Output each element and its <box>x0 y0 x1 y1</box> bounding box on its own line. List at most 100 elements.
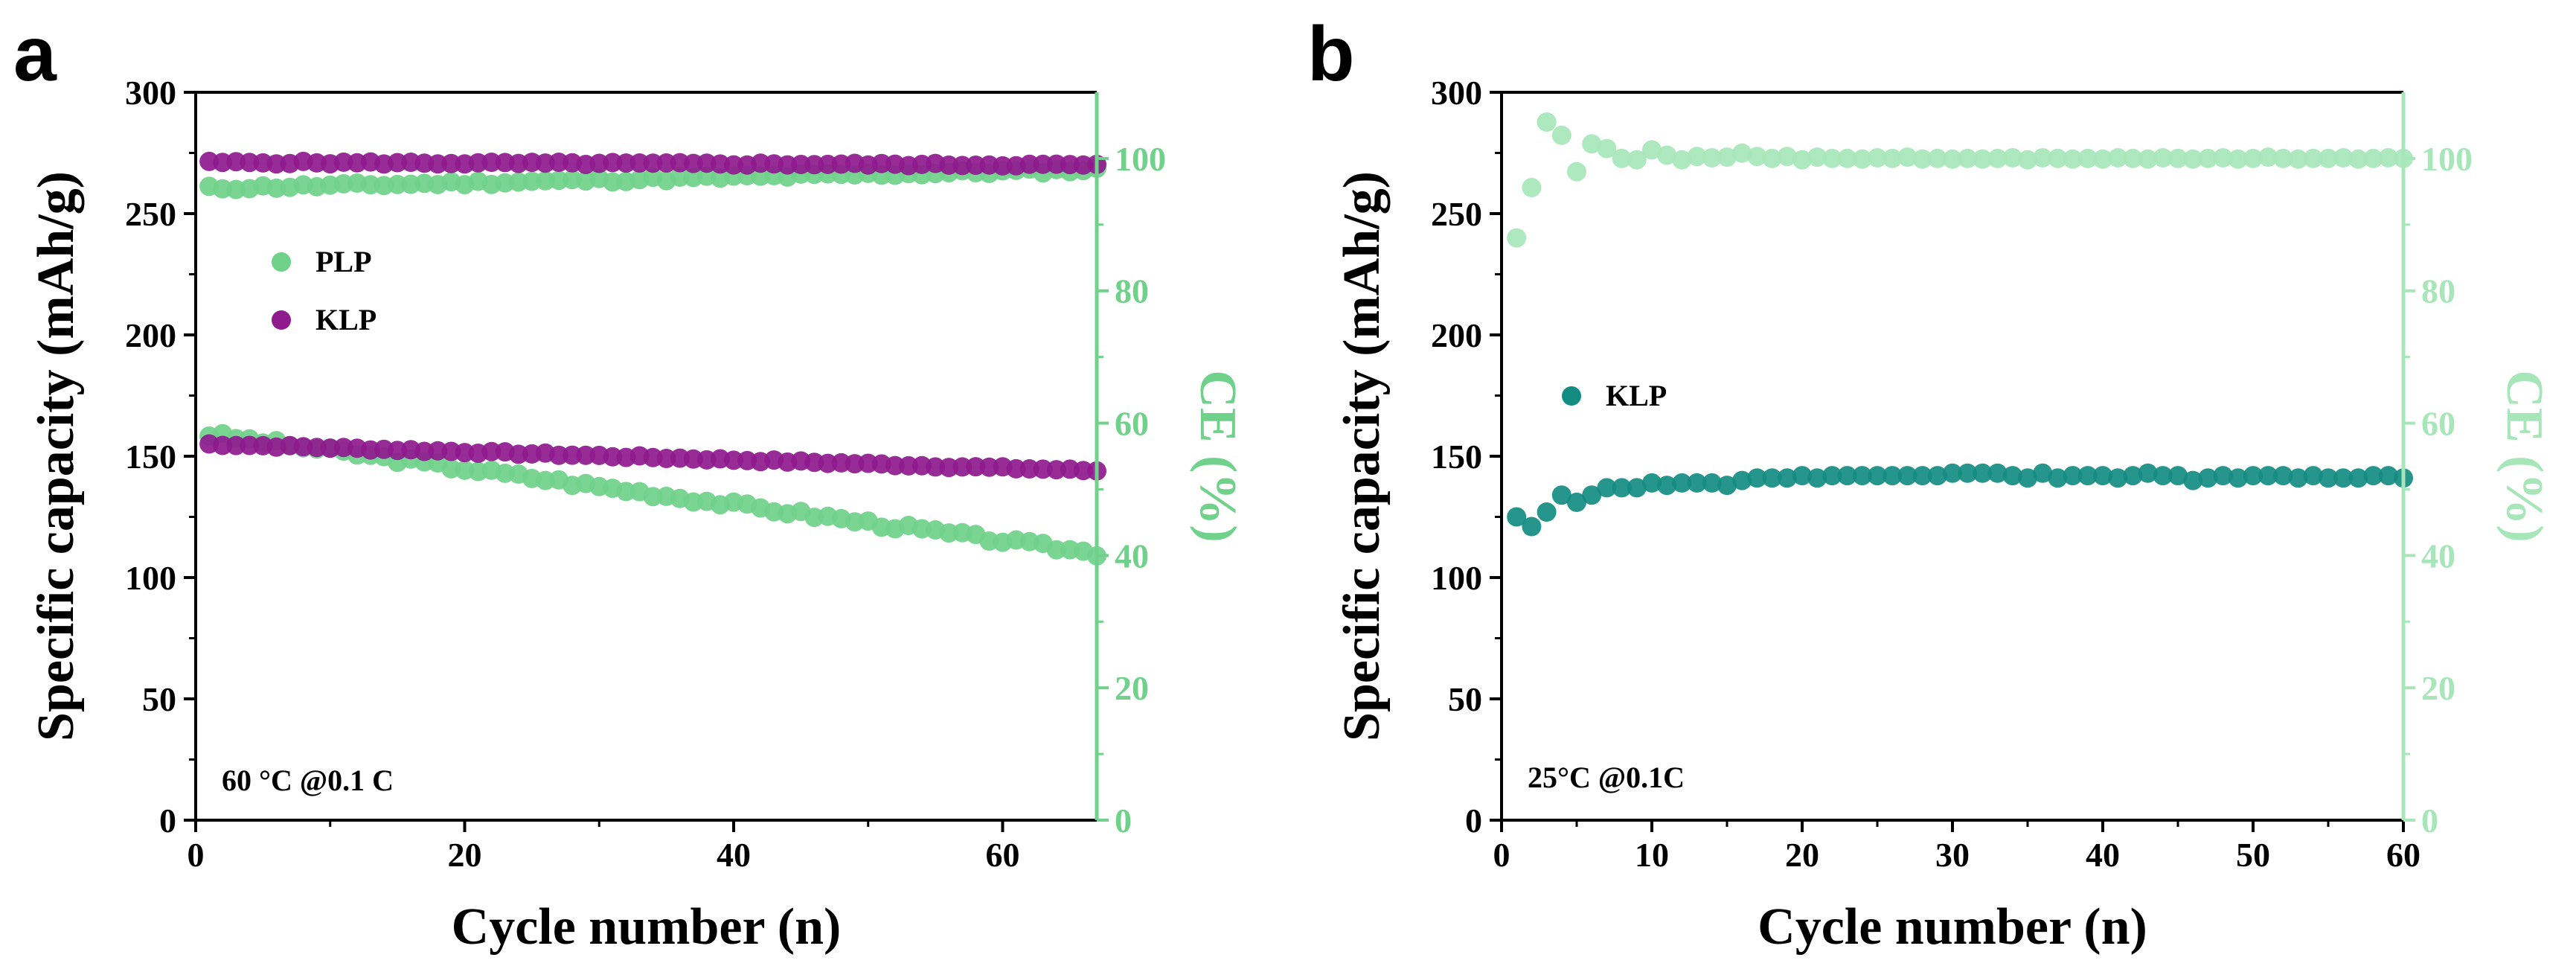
data-point <box>818 154 838 174</box>
data-point <box>2063 466 2083 486</box>
data-point <box>952 457 973 477</box>
data-point <box>2108 148 2128 167</box>
data-point <box>1883 148 1903 168</box>
data-point <box>2228 149 2248 169</box>
data-point <box>2168 466 2188 486</box>
data-point <box>1567 492 1586 512</box>
data-point <box>1792 466 1812 486</box>
x-tick-label: 30 <box>1935 836 1970 874</box>
data-point <box>1792 150 1812 170</box>
data-point <box>1897 147 1917 167</box>
data-point <box>2333 148 2354 167</box>
data-points <box>1507 112 2413 537</box>
data-point <box>1987 463 2008 483</box>
data-point <box>1537 502 1557 522</box>
data-point <box>616 482 636 502</box>
data-point <box>2348 149 2368 169</box>
y-tick-label: 300 <box>125 74 176 112</box>
legend: KLP <box>1562 379 1667 412</box>
data-point <box>885 455 905 476</box>
data-point <box>1717 476 1737 496</box>
data-point <box>1762 148 1782 168</box>
data-point <box>1747 468 1767 488</box>
data-point <box>2153 148 2173 167</box>
data-point <box>1987 148 2008 168</box>
y-tick-label: 50 <box>142 680 176 718</box>
data-point <box>2303 148 2323 168</box>
data-point <box>576 445 596 465</box>
data-point <box>1807 147 1827 167</box>
data-point <box>643 487 663 507</box>
data-point <box>2063 149 2083 169</box>
data-point <box>1019 459 1039 479</box>
series-klp-ce <box>199 151 1106 176</box>
data-point <box>2348 468 2368 488</box>
data-point <box>2138 149 2158 169</box>
data-point <box>2002 466 2022 486</box>
x-tick-label: 60 <box>2386 836 2420 874</box>
data-point <box>1033 154 1053 174</box>
data-point <box>616 153 636 173</box>
data-point <box>1762 468 1782 488</box>
data-point <box>993 156 1013 176</box>
x-tick-label: 20 <box>1785 836 1819 874</box>
data-point <box>1927 466 1947 486</box>
data-point <box>1868 466 1887 486</box>
data-point <box>1852 149 1872 169</box>
legend-label: KLP <box>315 303 377 336</box>
data-point <box>2093 466 2112 486</box>
data-point <box>2183 470 2203 490</box>
data-point <box>1822 466 1842 486</box>
y2-tick-label: 60 <box>1115 405 1149 443</box>
data-point <box>428 154 448 174</box>
data-point <box>1912 466 1932 486</box>
data-point <box>2183 149 2203 169</box>
y-tick-label: 0 <box>159 802 176 840</box>
data-point <box>2258 466 2278 486</box>
data-point <box>1582 134 1602 154</box>
data-point <box>1006 458 1026 479</box>
y2-tick-label: 60 <box>2421 405 2455 443</box>
y2-tick-label: 0 <box>1115 802 1132 840</box>
x-tick-label: 50 <box>2236 836 2270 874</box>
data-point <box>2333 468 2354 488</box>
x-tick-label: 60 <box>985 836 1019 874</box>
data-point <box>1958 463 1978 483</box>
y-tick-label: 250 <box>125 195 176 233</box>
y2-axis-title: CE (%) <box>1189 370 1246 542</box>
y-tick-label: 50 <box>1448 680 1482 718</box>
series-klp-capacity <box>199 434 1106 481</box>
data-point <box>2303 466 2323 486</box>
data-point <box>2033 148 2053 167</box>
data-point <box>1868 148 1887 167</box>
data-point <box>2319 148 2338 168</box>
y-axis-title: Specific capacity (mAh/g) <box>1333 171 1391 741</box>
data-point <box>939 523 959 543</box>
data-point <box>2243 148 2263 168</box>
data-point <box>2363 148 2383 168</box>
data-point <box>979 457 999 477</box>
data-point <box>952 156 973 176</box>
data-point <box>1642 473 1662 493</box>
data-point <box>1627 478 1647 498</box>
data-point <box>643 153 663 173</box>
data-point <box>388 174 408 194</box>
data-point <box>1897 466 1917 486</box>
data-point <box>2319 468 2338 488</box>
x-tick-label: 10 <box>1635 836 1669 874</box>
data-point <box>1582 485 1602 505</box>
data-point <box>1732 470 1752 490</box>
condition-annotation: 60 °C @0.1 C <box>222 764 394 797</box>
x-tick-label: 0 <box>1493 836 1510 874</box>
data-point <box>2273 148 2293 168</box>
data-point <box>441 153 461 173</box>
data-point <box>508 444 528 464</box>
y-axis-title: Specific capacity (mAh/g) <box>28 171 85 741</box>
data-point <box>1883 466 1903 486</box>
data-point <box>791 155 811 174</box>
data-point <box>966 457 986 477</box>
data-point <box>481 441 502 461</box>
data-point <box>2228 468 2248 488</box>
legend-label: PLP <box>315 245 372 278</box>
